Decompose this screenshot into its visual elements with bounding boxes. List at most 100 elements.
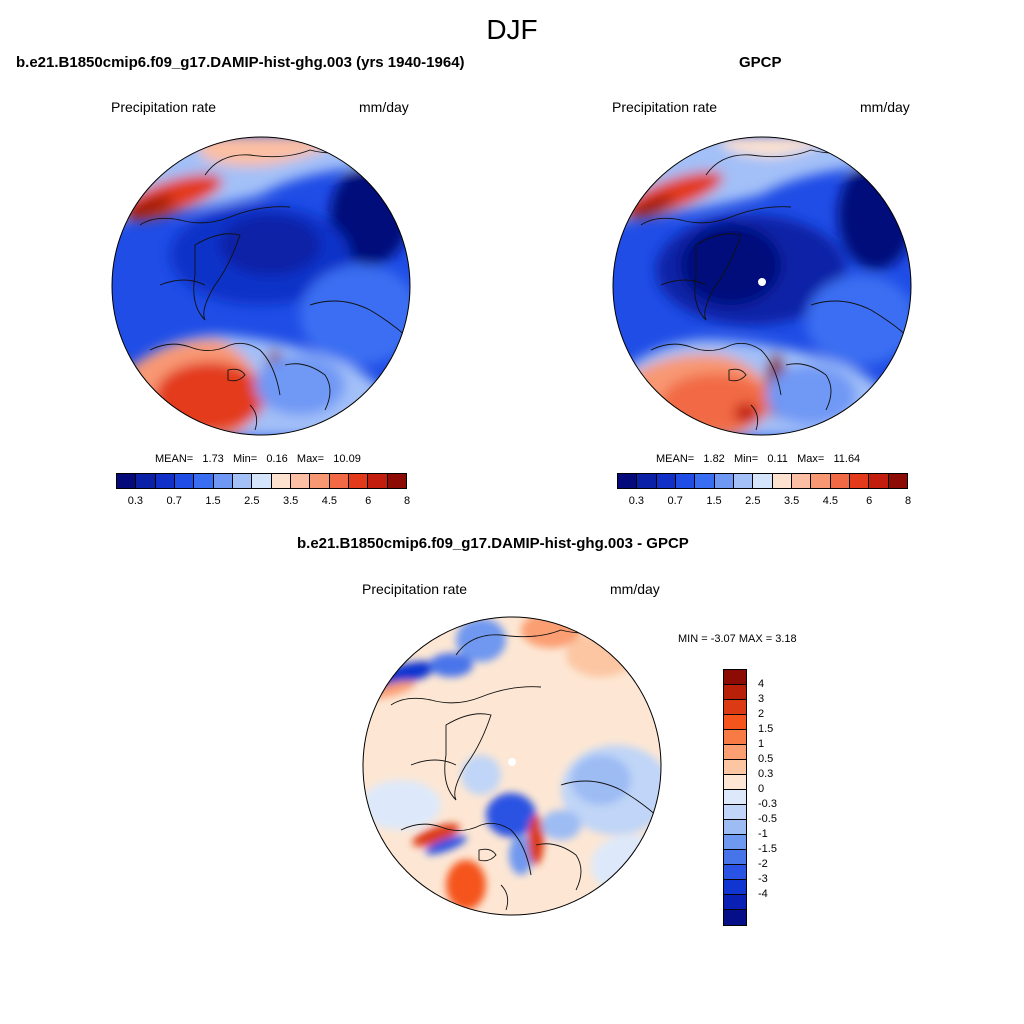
panel-2-colorbar-swatch: [849, 474, 870, 488]
panel-1-variable-label: Precipitation rate: [111, 99, 217, 115]
panel-2-max-value: 11.64: [833, 453, 861, 465]
panel-1-colorbar-swatch: [271, 474, 291, 488]
panel-3-colorbar-swatch: [724, 715, 746, 730]
panel-2-colorbar-tick-label: 1.5: [706, 495, 722, 507]
panel-2-units-label: mm/day: [860, 99, 910, 115]
panel-3-colorbar-tick-label: -0.3: [758, 798, 777, 810]
panel-1-polar-map: [111, 136, 411, 436]
panel-2-variable-label: Precipitation rate: [612, 99, 718, 115]
panel-3-colorbar-tick-label: 4: [758, 678, 765, 690]
panel-3-colorbar-swatch: [724, 835, 746, 850]
panel-1-colorbar-tick-label: 0.7: [166, 495, 182, 507]
panel-1-colorbar-swatch: [174, 474, 195, 488]
panel-3-colorbar-swatch: [724, 745, 746, 760]
panel-2-colorbar-tick-label: 0.3: [628, 495, 645, 507]
panel-3-units-label: mm/day: [610, 581, 660, 597]
panel-3-pole-missing-marker: [508, 758, 516, 766]
panel-1-colorbar-swatch: [290, 474, 311, 488]
panel-2-colorbar-tick-label: 0.7: [667, 495, 683, 507]
panel-1-colorbar-tick-label: 4.5: [321, 495, 338, 507]
panel-3-colorbar-swatch: [724, 805, 746, 820]
panel-1-colorbar-swatch: [136, 474, 156, 488]
panel-3-colorbar-tick-label: 0.5: [758, 753, 774, 765]
panel-3-colorbar-swatch: [724, 760, 746, 775]
panel-3-colorbar-swatch: [724, 685, 746, 700]
panel-3-colorbar-tick-label: -4: [758, 888, 768, 900]
panel-2-colorbar-swatch: [830, 474, 850, 488]
panel-2-min-value: 0.11: [767, 453, 788, 465]
panel-2-colorbar-swatch: [695, 474, 715, 488]
panel-2-colorbar-tick-label: 6: [866, 495, 873, 507]
main-title: DJF: [486, 14, 538, 45]
panel-3-range-text: MIN = -3.07 MAX = 3.18: [678, 633, 797, 645]
panel-3-colorbar-swatch: [724, 775, 746, 790]
panel-1-colorbar-tick-label: 3.5: [282, 495, 299, 507]
panel-2-min-label: Min=: [733, 453, 759, 465]
panel-1-max-label: Max=: [296, 453, 325, 465]
panel-2-colorbar-swatch: [656, 474, 676, 488]
panel-1-colorbar-swatch: [252, 474, 272, 488]
panel-3-colorbar-swatch: [724, 895, 746, 910]
panel-3-colorbar-tick-label: 1: [758, 738, 765, 750]
panel-2-colorbar-swatch: [772, 474, 792, 488]
panel-3-colorbar-swatch: [724, 670, 746, 685]
panel-1-colorbar-swatch: [348, 474, 369, 488]
panel-2-colorbar-tick-label: 4.5: [822, 495, 839, 507]
panel-1-colorbar-swatch: [310, 474, 330, 488]
panel-2-colorbar-swatch: [869, 474, 889, 488]
panel-3-colorbar: [723, 669, 747, 926]
panel-2-mean-value: 1.82: [703, 453, 725, 465]
panel-1-units-label: mm/day: [359, 99, 409, 115]
panel-1-colorbar-tick-label: 2.5: [244, 495, 260, 507]
panel-3-colorbar-tick-label: 1.5: [758, 723, 774, 735]
panel-3-colorbar-tick-label: 2: [758, 708, 765, 720]
panel-3-colorbar-swatch: [724, 700, 746, 715]
panel-2-colorbar-swatch: [733, 474, 754, 488]
panel-3-colorbar-tick-label: -2: [758, 858, 768, 870]
panel-2-stats: MEAN= 1.82 Min= 0.11 Max= 11.64: [656, 453, 860, 465]
panel-2-max-label: Max=: [797, 453, 825, 465]
panel-3-variable-label: Precipitation rate: [362, 581, 468, 597]
panel-3-colorbar-tick-label: 0.3: [758, 768, 774, 780]
panel-1-colorbar-swatch: [232, 474, 253, 488]
panel-2-colorbar-swatch: [675, 474, 696, 488]
panel-3-colorbar-tick-label: -1.5: [758, 843, 777, 855]
panel-2-colorbar: [617, 473, 908, 489]
panel-2-colorbar-swatch: [811, 474, 831, 488]
panel-3-colorbar-swatch: [724, 730, 746, 745]
panel-3-colorbar-swatch: [724, 910, 746, 925]
panel-3-colorbar-tick-label: -1: [758, 828, 768, 840]
panel-3-colorbar-swatch: [724, 790, 746, 805]
panel-2-colorbar-tick-label: 2.5: [745, 495, 761, 507]
panel-1-colorbar-tick-label: 0.3: [127, 495, 144, 507]
panel-2-colorbar-tick-label: 3.5: [783, 495, 800, 507]
panel-3-colorbar-swatch: [724, 865, 746, 880]
panel-1-title: b.e21.B1850cmip6.f09_g17.DAMIP-hist-ghg.…: [16, 54, 465, 71]
panel-1-max-value: 10.09: [333, 453, 361, 465]
panel-1-colorbar-tick-label: 1.5: [205, 495, 221, 507]
panel-2-colorbar-swatch: [618, 474, 638, 488]
panel-3-colorbar-tick-label: 0: [758, 783, 765, 795]
panel-1-colorbar-swatch: [194, 474, 214, 488]
panel-1-mean-value: 1.73: [202, 453, 224, 465]
panel-2-title: GPCP: [739, 54, 782, 71]
panel-1-colorbar-swatch: [329, 474, 349, 488]
panel-2-colorbar-swatch: [888, 474, 907, 488]
panel-2-colorbar-swatch: [637, 474, 657, 488]
panel-3-colorbar-tick-label: -0.5: [758, 813, 777, 825]
panel-3-colorbar-tick-label: 3: [758, 693, 765, 705]
panel-1-colorbar-swatch: [117, 474, 137, 488]
panel-3-polar-map: [362, 616, 662, 916]
panel-2-pole-missing-marker: [758, 278, 766, 286]
panel-3-colorbar-swatch: [724, 880, 746, 895]
panel-1-colorbar-swatch: [387, 474, 406, 488]
panel-1-stats: MEAN= 1.73 Min= 0.16 Max= 10.09: [155, 453, 361, 465]
panel-3-title: b.e21.B1850cmip6.f09_g17.DAMIP-hist-ghg.…: [297, 535, 689, 552]
panel-1-colorbar-tick-label: 6: [365, 495, 372, 507]
panel-3-colorbar-swatch: [724, 820, 746, 835]
panel-1-colorbar-swatch: [155, 474, 175, 488]
panel-2-colorbar-swatch: [791, 474, 812, 488]
panel-1-min-label: Min=: [232, 453, 258, 465]
panel-1-colorbar-swatch: [368, 474, 388, 488]
panel-2-colorbar-swatch: [753, 474, 773, 488]
